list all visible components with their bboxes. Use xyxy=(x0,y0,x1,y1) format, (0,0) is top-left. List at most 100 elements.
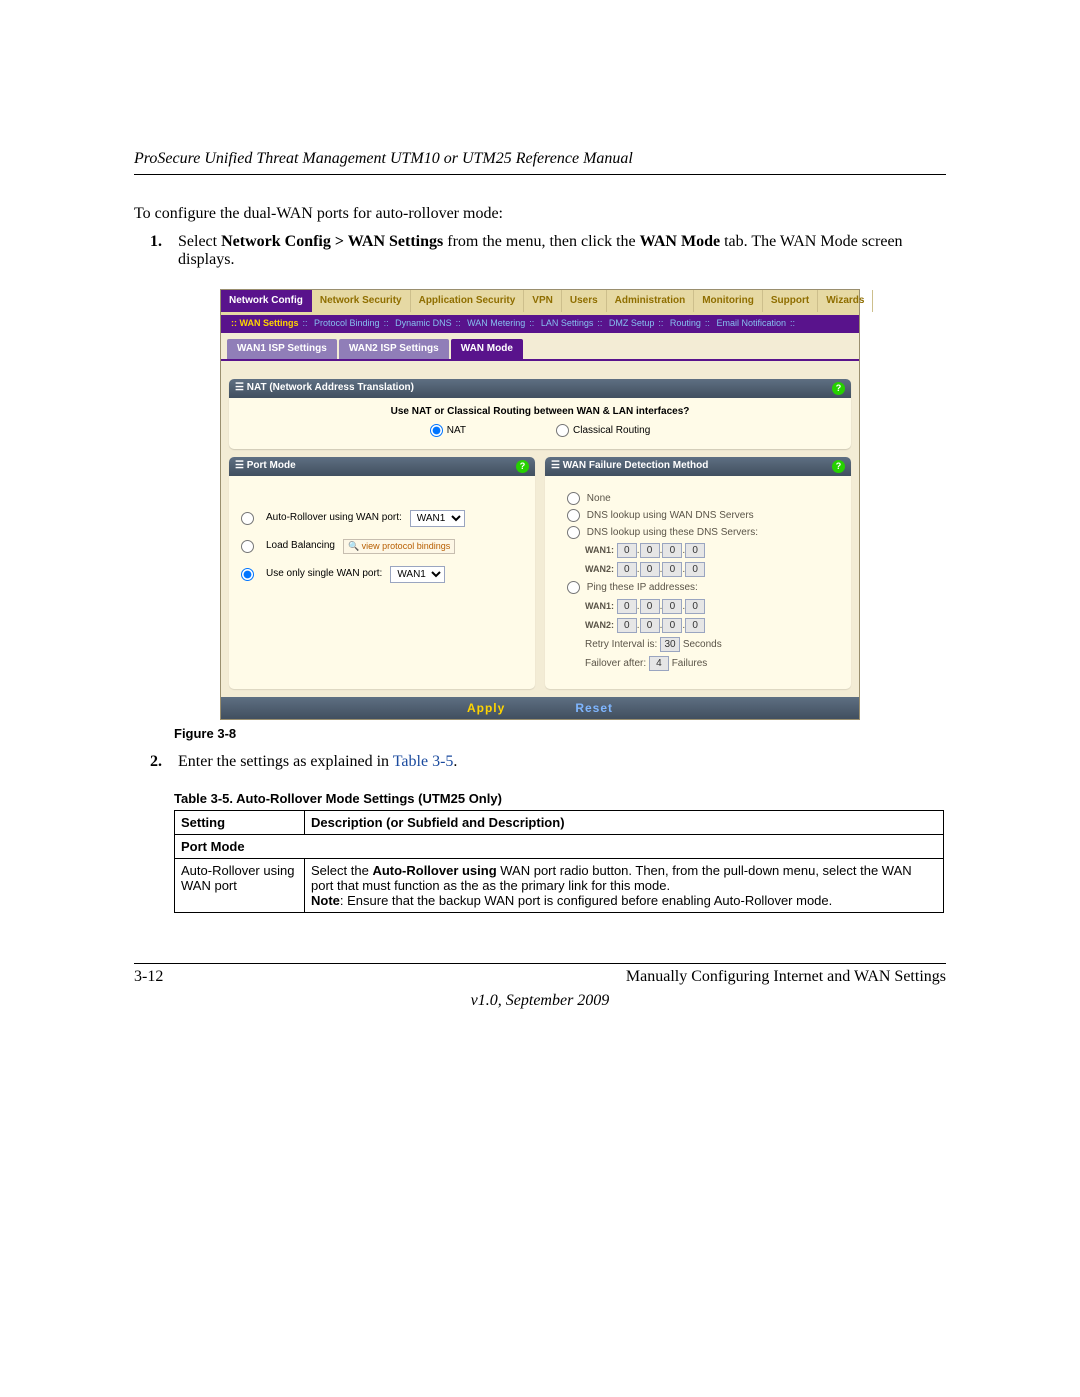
tab-network-security[interactable]: Network Security xyxy=(312,290,411,312)
port-mode-title: ☰ Port Mode xyxy=(235,460,296,472)
help-icon[interactable]: ? xyxy=(516,460,529,473)
settings-table: Setting Description (or Subfield and Des… xyxy=(174,810,944,913)
help-icon[interactable]: ? xyxy=(832,382,845,395)
nat-card: ☰ NAT (Network Address Translation) ? Us… xyxy=(229,379,851,449)
ping-wan1-oct1[interactable] xyxy=(617,599,637,614)
dns-wan1-oct4[interactable] xyxy=(685,543,705,558)
ping-wan2-oct1[interactable] xyxy=(617,618,637,633)
ping-wan2-oct3[interactable] xyxy=(662,618,682,633)
radio-load-balancing[interactable] xyxy=(241,540,254,553)
dns-wan2-line: WAN2: ... xyxy=(585,562,837,577)
radio-ping[interactable] xyxy=(567,581,580,594)
help-icon[interactable]: ? xyxy=(832,460,845,473)
subnav-routing[interactable]: Routing xyxy=(670,318,701,328)
radio-classical[interactable]: Classical Routing xyxy=(556,424,650,437)
failover-input[interactable] xyxy=(649,656,669,671)
tab-administration[interactable]: Administration xyxy=(607,290,695,312)
none-label: None xyxy=(587,493,611,504)
subnav-protocol-binding[interactable]: Protocol Binding xyxy=(314,318,380,328)
radio-dns-these[interactable] xyxy=(567,526,580,539)
radio-nat-input[interactable] xyxy=(430,424,443,437)
ping-wan1-oct3[interactable] xyxy=(662,599,682,614)
load-balancing-label: Load Balancing xyxy=(266,540,335,552)
footer-bar: Apply Reset xyxy=(221,697,859,719)
footer-version: v1.0, September 2009 xyxy=(134,992,946,1010)
dns-wan1-oct2[interactable] xyxy=(640,543,660,558)
dns-wan-label: DNS lookup using WAN DNS Servers xyxy=(587,510,754,521)
table-link[interactable]: Table 3-5 xyxy=(393,753,454,770)
dns-wan2-oct3[interactable] xyxy=(662,562,682,577)
cell-desc-auto: Select the Auto-Rollover using WAN port … xyxy=(305,858,944,912)
failure-detection-card: ☰ WAN Failure Detection Method ? None DN… xyxy=(545,457,851,689)
radio-nat[interactable]: NAT xyxy=(430,424,466,437)
tab-users[interactable]: Users xyxy=(562,290,607,312)
subtab-wan2-isp[interactable]: WAN2 ISP Settings xyxy=(339,339,449,359)
retry-line: Retry Interval is: Seconds xyxy=(585,637,837,652)
dns-wan1-line: WAN1: ... xyxy=(585,543,837,558)
radio-none[interactable] xyxy=(567,492,580,505)
subtab-wan1-isp[interactable]: WAN1 ISP Settings xyxy=(227,339,337,359)
tab-network-config[interactable]: Network Config xyxy=(221,290,312,312)
failure-title: ☰ WAN Failure Detection Method xyxy=(551,460,708,472)
single-wan-select[interactable]: WAN1 WAN2 xyxy=(390,566,445,583)
cell-setting-auto: Auto-Rollover using WAN port xyxy=(175,858,305,912)
failover-line: Failover after: Failures xyxy=(585,656,837,671)
table-caption: Table 3-5. Auto-Rollover Mode Settings (… xyxy=(174,791,946,806)
dns-these-label: DNS lookup using these DNS Servers: xyxy=(587,527,758,538)
tab-application-security[interactable]: Application Security xyxy=(411,290,525,312)
port-mode-card: ☰ Port Mode ? Auto-Rollover using WAN po… xyxy=(229,457,535,689)
step-1-number: 1. xyxy=(150,233,178,251)
radio-auto-rollover[interactable] xyxy=(241,512,254,525)
sub-nav: :: WAN Settings:: Protocol Binding:: Dyn… xyxy=(221,315,859,333)
ping-wan2-oct4[interactable] xyxy=(685,618,705,633)
tab-wizards[interactable]: Wizards xyxy=(818,290,873,312)
intro-line: To configure the dual-WAN ports for auto… xyxy=(134,205,946,223)
main-tabbar: Network Config Network Security Applicat… xyxy=(221,290,859,315)
subnav-wan-settings[interactable]: :: WAN Settings xyxy=(231,318,299,328)
radio-classical-input[interactable] xyxy=(556,424,569,437)
doc-header: ProSecure Unified Threat Management UTM1… xyxy=(134,150,946,175)
dns-wan1-oct1[interactable] xyxy=(617,543,637,558)
retry-input[interactable] xyxy=(660,637,680,652)
radio-dns-wan[interactable] xyxy=(567,509,580,522)
subnav-lan-settings[interactable]: LAN Settings xyxy=(541,318,594,328)
th-setting: Setting xyxy=(175,810,305,834)
view-protocol-bindings-link[interactable]: view protocol bindings xyxy=(343,539,455,554)
apply-button[interactable]: Apply xyxy=(467,701,505,715)
ping-wan1-oct4[interactable] xyxy=(685,599,705,614)
dns-wan2-oct4[interactable] xyxy=(685,562,705,577)
page-number: 3-12 xyxy=(134,968,163,986)
subnav-wan-metering[interactable]: WAN Metering xyxy=(467,318,525,328)
auto-rollover-select[interactable]: WAN1 WAN2 xyxy=(410,510,465,527)
dns-wan1-oct3[interactable] xyxy=(662,543,682,558)
ping-wan1-oct2[interactable] xyxy=(640,599,660,614)
radio-single-wan[interactable] xyxy=(241,568,254,581)
subtab-row: WAN1 ISP Settings WAN2 ISP Settings WAN … xyxy=(221,339,859,361)
footer-right: Manually Configuring Internet and WAN Se… xyxy=(626,968,946,986)
step-2: 2. Enter the settings as explained in Ta… xyxy=(150,753,946,771)
ping-wan1-line: WAN1: ... xyxy=(585,599,837,614)
subnav-dmz-setup[interactable]: DMZ Setup xyxy=(609,318,655,328)
step-2-number: 2. xyxy=(150,753,178,771)
subtab-wan-mode[interactable]: WAN Mode xyxy=(451,339,523,359)
ping-wan2-line: WAN2: ... xyxy=(585,618,837,633)
tab-monitoring[interactable]: Monitoring xyxy=(694,290,763,312)
subnav-email-notification[interactable]: Email Notification xyxy=(716,318,786,328)
single-wan-label: Use only single WAN port: xyxy=(266,568,382,580)
th-description: Description (or Subfield and Description… xyxy=(305,810,944,834)
ping-label: Ping these IP addresses: xyxy=(587,583,698,594)
step-1-text: Select Network Config > WAN Settings fro… xyxy=(178,233,946,269)
figure-caption: Figure 3-8 xyxy=(174,726,946,741)
reset-button[interactable]: Reset xyxy=(575,701,613,715)
wan-mode-screenshot: Network Config Network Security Applicat… xyxy=(220,289,860,720)
row-port-mode: Port Mode xyxy=(175,834,944,858)
tab-vpn[interactable]: VPN xyxy=(524,290,562,312)
dns-wan2-oct2[interactable] xyxy=(640,562,660,577)
ping-wan2-oct2[interactable] xyxy=(640,618,660,633)
dns-wan2-oct1[interactable] xyxy=(617,562,637,577)
subnav-dynamic-dns[interactable]: Dynamic DNS xyxy=(395,318,452,328)
tab-support[interactable]: Support xyxy=(763,290,818,312)
step-1: 1. Select Network Config > WAN Settings … xyxy=(150,233,946,269)
doc-footer: 3-12 Manually Configuring Internet and W… xyxy=(134,963,946,986)
auto-rollover-label: Auto-Rollover using WAN port: xyxy=(266,512,402,524)
